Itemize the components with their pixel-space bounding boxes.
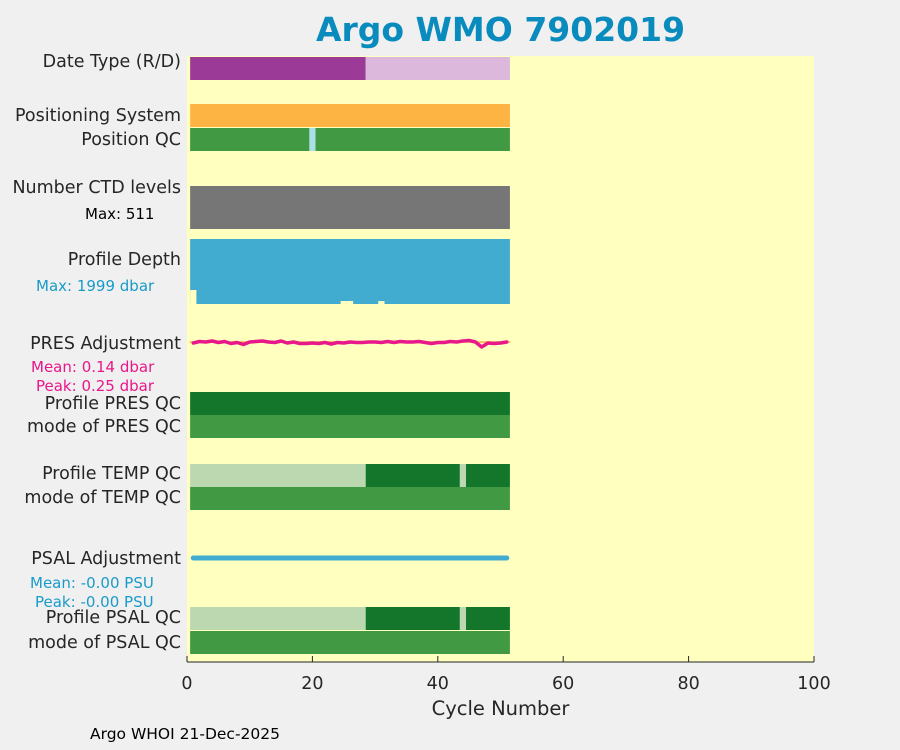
ctd-max-text: Max: 511	[85, 205, 155, 223]
x-axis	[186, 656, 815, 663]
label-position-qc: Position QC	[81, 130, 181, 150]
profile-pres-qc-bar	[190, 392, 510, 415]
x-tick-label: 80	[677, 674, 700, 694]
profile-depth-bar	[190, 239, 510, 304]
label-number-ctd-levels: Number CTD levels	[12, 178, 181, 198]
ctd-levels-bar	[190, 186, 510, 229]
pres-adjustment-line	[191, 338, 509, 349]
mode-temp-qc-bar	[190, 487, 510, 510]
footer-text: Argo WHOI 21-Dec-2025	[90, 725, 280, 743]
position-qc-bar	[190, 128, 510, 151]
profile-temp-qc-light	[190, 464, 366, 487]
x-tick-label: 40	[426, 674, 449, 694]
chart-title: Argo WMO 7902019	[315, 10, 686, 49]
date-type-segment-R	[365, 57, 510, 80]
chart-marks	[189, 57, 511, 654]
x-tick-label: 20	[301, 674, 324, 694]
profile-temp-qc-dark	[365, 464, 510, 487]
profile-depth-gap	[340, 301, 347, 304]
label-pres-adjustment: PRES Adjustment	[30, 334, 181, 354]
label-psal-adjustment: PSAL Adjustment	[31, 549, 181, 569]
psal-peak-text: Peak: -0.00 PSU	[35, 593, 154, 611]
label-positioning-system: Positioning System	[14, 106, 181, 126]
position-qc-flag	[309, 128, 316, 151]
label-profile-temp-qc: Profile TEMP QC	[42, 464, 181, 484]
x-tick-label: 100	[797, 674, 831, 694]
psal-mean-text: Mean: -0.00 PSU	[30, 574, 154, 592]
label-mode-temp-qc: mode of TEMP QC	[24, 488, 181, 508]
profile-psal-qc-light-cycle	[459, 607, 467, 630]
label-profile-pres-qc: Profile PRES QC	[44, 394, 181, 414]
label-profile-depth: Profile Depth	[67, 250, 181, 270]
profile-psal-qc-light	[190, 607, 366, 630]
label-mode-psal-qc: mode of PSAL QC	[28, 633, 181, 653]
label-profile-psal-qc: Profile PSAL QC	[45, 608, 181, 628]
profile-depth-gap	[190, 290, 197, 304]
x-tick-label: 0	[181, 674, 193, 694]
positioning-system-bar	[190, 104, 510, 127]
profile-depth-gap	[378, 301, 385, 304]
pres-peak-text: Peak: 0.25 dbar	[36, 377, 155, 395]
profile-depth-gap	[346, 301, 354, 304]
profile-psal-qc-dark	[365, 607, 510, 630]
mode-psal-qc-bar	[190, 631, 510, 654]
mode-pres-qc-bar	[190, 415, 510, 438]
pres-mean-text: Mean: 0.14 dbar	[31, 358, 155, 376]
date-type-segment-D	[190, 57, 366, 80]
profile-temp-qc-light-cycle	[459, 464, 467, 487]
depth-max-text: Max: 1999 dbar	[36, 277, 155, 295]
label-date-type: Date Type (R/D)	[42, 52, 181, 72]
x-axis-label: Cycle Number	[431, 697, 570, 720]
x-tick-label: 60	[552, 674, 575, 694]
plot-background	[187, 56, 814, 662]
label-mode-pres-qc: mode of PRES QC	[26, 417, 181, 437]
